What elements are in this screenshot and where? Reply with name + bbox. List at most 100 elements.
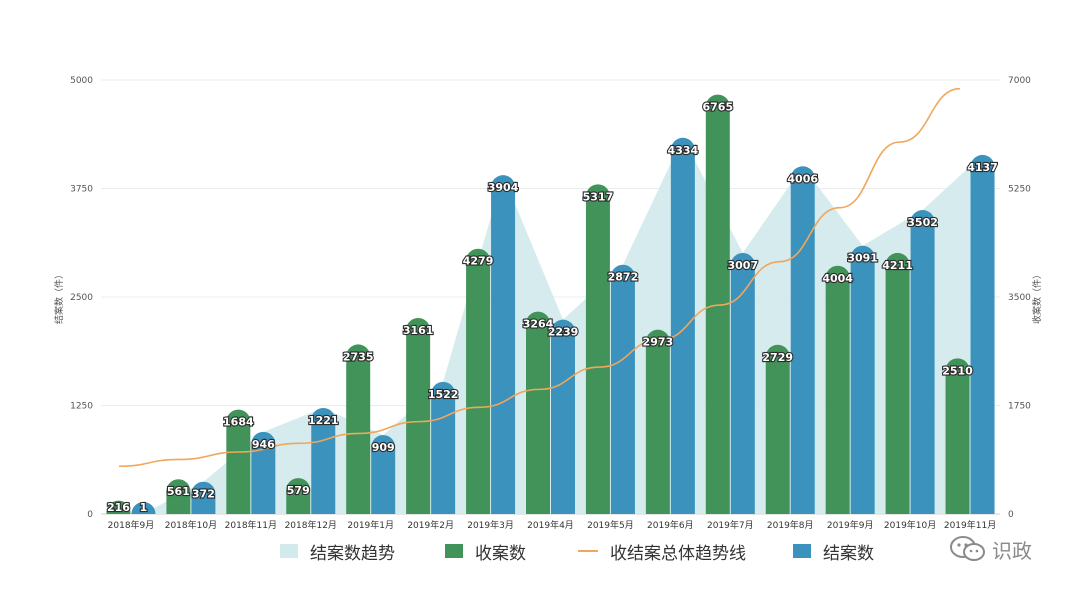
data-label-closed-3: 1221 <box>308 414 339 427</box>
bar-received-1 <box>166 479 191 514</box>
y-tick-label-left-0: 0 <box>87 510 93 520</box>
y-tick-label-left-4: 5000 <box>70 76 93 86</box>
data-label-received-14: 2510 <box>942 364 973 377</box>
data-label-closed-12: 3091 <box>847 252 878 265</box>
data-label-received-0: 216 <box>107 501 130 514</box>
bar-closed-13 <box>910 210 935 514</box>
data-label-received-10: 6765 <box>702 101 733 114</box>
combo-chart: 216 561 1684 579 2735 3161 4279 3264 5317 2973 676… <box>53 76 1043 531</box>
x-tick-label-10: 2019年7月 <box>707 519 754 531</box>
data-label-received-9: 2973 <box>643 336 674 349</box>
data-label-closed-14: 4137 <box>967 161 998 174</box>
data-label-received-4: 2735 <box>343 350 374 363</box>
x-tick-label-4: 2019年1月 <box>347 519 394 531</box>
y-tick-label-right-3: 5250 <box>1008 185 1031 195</box>
x-tick-label-7: 2019年4月 <box>527 519 574 531</box>
data-label-received-3: 579 <box>287 484 310 497</box>
data-label-closed-10: 3007 <box>727 259 758 272</box>
legend-item-area[interactable]: 结案数趋势 <box>280 536 395 566</box>
y-tick-label-left-2: 2500 <box>70 293 93 303</box>
data-labels-layer: 216 561 1684 579 2735 3161 4279 3264 5317 2973 676… <box>106 99 999 515</box>
bar-received-0 <box>106 500 131 514</box>
legend-label-closed: 结案数 <box>823 543 874 564</box>
data-label-closed-8: 2872 <box>608 271 639 284</box>
data-label-received-8: 5317 <box>583 190 614 203</box>
x-tick-label-6: 2019年3月 <box>467 519 514 531</box>
legend-swatch-closed <box>793 544 811 558</box>
legend-swatch-area <box>280 544 298 558</box>
bar-closed-9 <box>670 137 695 514</box>
bar-closed-3 <box>311 408 336 514</box>
bar-received-5 <box>406 318 431 514</box>
wechat-icon <box>950 536 985 561</box>
legend-item-received[interactable]: 收案数 <box>445 536 526 566</box>
bar-closed-8 <box>610 264 635 514</box>
y-tick-label-right-1: 1750 <box>1008 402 1031 412</box>
bar-closed-4 <box>371 435 396 514</box>
bar-received-13 <box>885 252 910 514</box>
y-axis-title-right: 收案数（件） <box>1031 270 1043 324</box>
bar-received-8 <box>585 184 610 514</box>
watermark: 识政 <box>948 534 1032 564</box>
bar-received-6 <box>466 248 491 514</box>
bar-received-3 <box>286 478 311 514</box>
y-axis-title-left: 结案数（件） <box>53 270 65 324</box>
x-tick-label-11: 2019年8月 <box>767 519 814 531</box>
data-label-received-6: 4279 <box>463 255 494 268</box>
legend-item-trend-line[interactable]: 收结案总体趋势线 <box>578 536 746 566</box>
axes-layer: 0 1250 2500 3750 5000 0 1750 3500 5250 7000 结案数（件）… <box>53 76 1043 531</box>
legend-label-received: 收案数 <box>475 543 526 564</box>
bar-closed-12 <box>850 245 875 514</box>
legend-item-closed[interactable]: 结案数 <box>793 536 874 566</box>
bar-closed-7 <box>551 319 575 514</box>
bar-closed-14 <box>970 154 995 515</box>
trend-line-layer <box>118 87 961 468</box>
x-tick-label-1: 2018年10月 <box>165 519 217 531</box>
data-label-closed-0: 1 <box>140 501 148 514</box>
trend-line <box>118 87 961 468</box>
bar-closed-11 <box>790 166 815 514</box>
bar-received-7 <box>526 311 550 514</box>
bar-closed-0 <box>131 502 156 514</box>
bar-closed-5 <box>431 381 456 514</box>
bar-received-10 <box>705 94 730 514</box>
x-tick-label-13: 2019年10月 <box>884 519 936 531</box>
y-tick-label-right-2: 3500 <box>1008 293 1031 303</box>
legend: 结案数趋势 收案数 收结案总体趋势线 结案数 <box>0 536 1080 566</box>
bar-received-2 <box>226 409 251 514</box>
y-tick-label-right-4: 7000 <box>1008 76 1031 86</box>
data-label-received-12: 4004 <box>822 272 853 285</box>
data-label-received-2: 1684 <box>223 416 254 429</box>
data-label-received-7: 3264 <box>523 318 554 331</box>
legend-swatch-received <box>445 544 463 558</box>
legend-label-trend: 收结案总体趋势线 <box>610 543 746 564</box>
bar-received-11 <box>765 344 790 514</box>
bar-closed-1 <box>191 481 216 514</box>
x-tick-label-9: 2019年6月 <box>647 519 694 531</box>
bar-closed-10 <box>730 252 755 514</box>
data-label-closed-2: 946 <box>252 438 275 451</box>
x-tick-label-2: 2018年11月 <box>225 519 277 531</box>
data-label-closed-13: 3502 <box>907 216 938 229</box>
legend-label-area: 结案数趋势 <box>310 543 395 564</box>
bar-received-4 <box>346 344 371 514</box>
data-label-closed-1: 372 <box>192 488 215 501</box>
x-tick-label-8: 2019年5月 <box>587 519 634 531</box>
data-label-received-13: 4211 <box>882 259 913 272</box>
bar-closed-2 <box>251 431 276 514</box>
bar-received-14 <box>945 358 970 514</box>
x-tick-label-0: 2018年9月 <box>108 519 155 531</box>
legend-line-trend <box>578 550 598 552</box>
data-label-closed-4: 909 <box>372 441 395 454</box>
data-label-closed-11: 4006 <box>787 172 818 185</box>
bars-layer <box>106 94 995 515</box>
data-label-received-1: 561 <box>167 485 190 498</box>
data-label-closed-7: 2239 <box>548 326 579 339</box>
y-tick-label-right-0: 0 <box>1008 510 1014 520</box>
y-tick-label-left-1: 1250 <box>70 402 93 412</box>
y-tick-label-left-3: 3750 <box>70 185 93 195</box>
x-tick-label-3: 2018年12月 <box>285 519 337 531</box>
x-tick-label-14: 2019年11月 <box>944 519 996 531</box>
data-label-received-5: 3161 <box>403 324 434 337</box>
